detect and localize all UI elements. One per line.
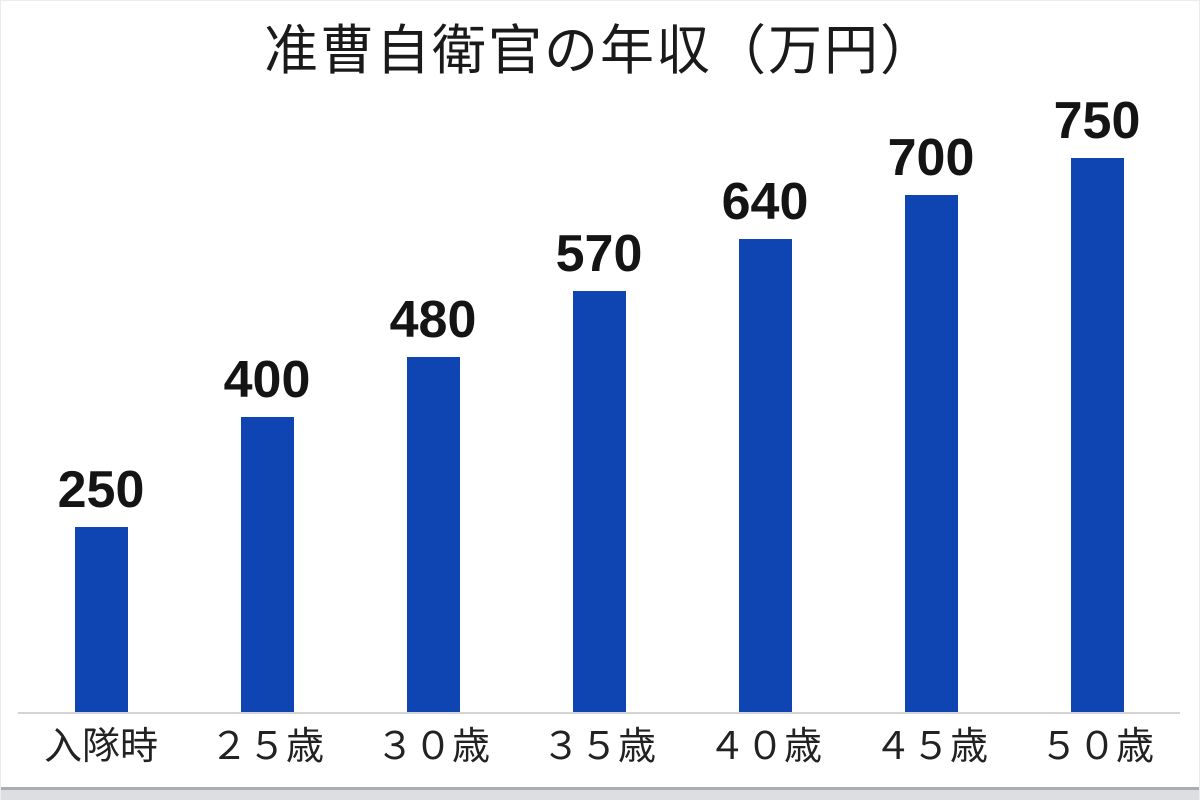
bar — [406, 357, 460, 712]
bar — [240, 417, 294, 712]
bar-group: 250 — [18, 464, 184, 712]
x-axis-category-label: ４０歳 — [707, 726, 822, 768]
x-axis-category-label: ３５歳 — [541, 726, 656, 768]
x-axis-category-label: ５０歳 — [1039, 726, 1154, 768]
bar-group: 750 — [1014, 95, 1180, 712]
bar — [74, 527, 128, 712]
x-axis-category-label: ２５歳 — [209, 726, 324, 768]
x-axis-line — [18, 712, 1180, 714]
bar — [904, 195, 958, 712]
x-axis-category-label: ３０歳 — [375, 726, 490, 768]
x-axis-category-label: 入隊時 — [43, 726, 158, 768]
bar-group: 400 — [184, 354, 350, 712]
bar-value-label: 250 — [57, 461, 145, 519]
bar — [572, 291, 626, 712]
bottom-frame-line — [1, 787, 1199, 800]
bar-value-label: 750 — [1053, 92, 1141, 150]
x-axis-category-label: ４５歳 — [873, 726, 988, 768]
bar-value-label: 640 — [721, 173, 809, 231]
bars-row: 250 400 480 570 640 700 750 — [18, 95, 1180, 712]
bar-group: 700 — [848, 132, 1014, 712]
bar-value-label: 480 — [389, 291, 477, 349]
chart-title: 准曹自衛官の年収（万円） — [264, 21, 936, 81]
x-axis-labels: 入隊時 ２５歳 ３０歳 ３５歳 ４０歳 ４５歳 ５０歳 — [18, 725, 1180, 771]
bar-group: 480 — [350, 294, 516, 712]
bar-value-label: 400 — [223, 351, 311, 409]
bar-value-label: 570 — [555, 225, 643, 283]
bar-value-label: 700 — [887, 129, 975, 187]
bar — [738, 239, 792, 712]
bar-group: 570 — [516, 228, 682, 712]
bar — [1070, 158, 1124, 712]
bar-group: 640 — [682, 176, 848, 712]
